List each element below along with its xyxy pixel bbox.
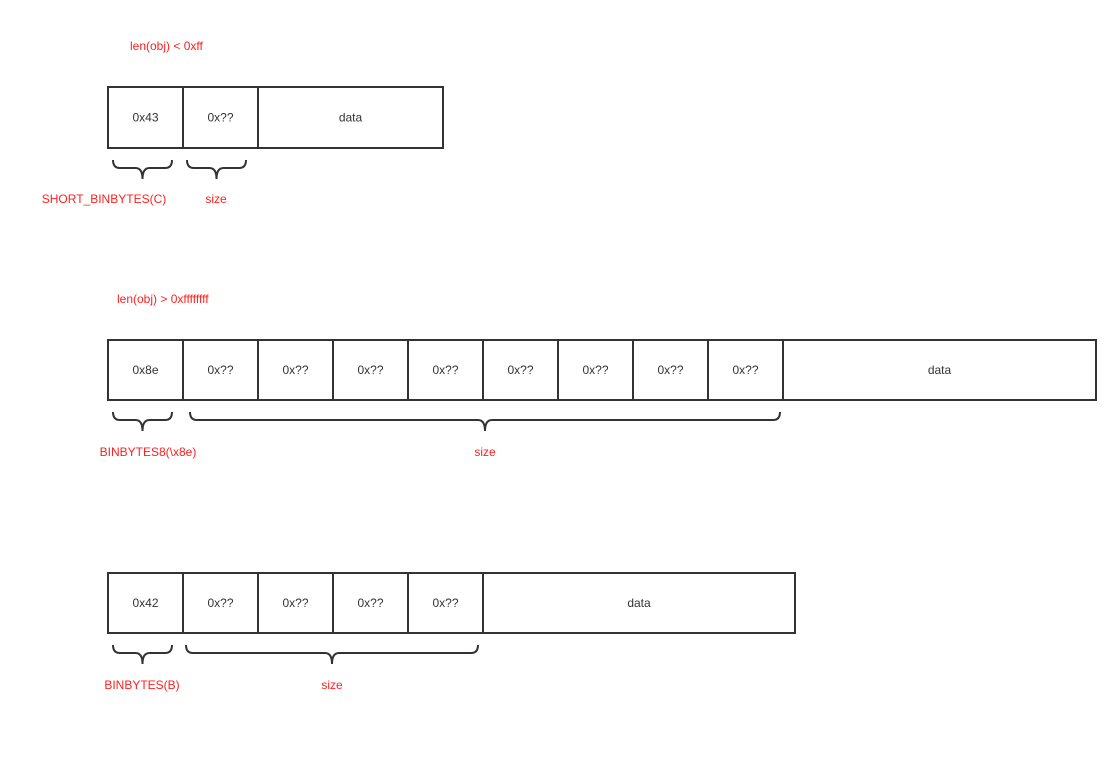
brace-label: size bbox=[205, 192, 227, 206]
curly-brace-icon bbox=[189, 411, 781, 432]
size-byte-cell: 0x?? bbox=[257, 339, 334, 401]
size-byte-cell: 0x?? bbox=[482, 339, 559, 401]
curly-brace-icon bbox=[185, 644, 479, 665]
binbytes-diagram-1: len(obj) < 0xff 0x43 0x?? data SHORT_BINBYTE… bbox=[42, 39, 444, 206]
cell-label: data bbox=[339, 111, 363, 125]
cell-box bbox=[407, 339, 484, 401]
cell-label: 0x?? bbox=[357, 363, 383, 377]
cell-box bbox=[707, 339, 784, 401]
size-byte-cell: 0x?? bbox=[557, 339, 634, 401]
cell-box bbox=[482, 572, 796, 634]
cell-box bbox=[257, 572, 334, 634]
cell-label: 0x?? bbox=[432, 596, 458, 610]
cell-box bbox=[257, 86, 444, 149]
opcode-cell: 0x42 bbox=[107, 572, 184, 634]
data-cell: data bbox=[257, 86, 444, 149]
data-cell: data bbox=[482, 572, 796, 634]
curly-brace-icon bbox=[112, 159, 173, 180]
cell-label: 0x?? bbox=[657, 363, 683, 377]
curly-brace-icon bbox=[186, 159, 247, 180]
size-byte-cell: 0x?? bbox=[332, 572, 409, 634]
cell-label: 0x8e bbox=[132, 363, 158, 377]
cell-box bbox=[482, 339, 559, 401]
brace-label: BINBYTES8(\x8e) bbox=[100, 445, 197, 459]
condition-label: len(obj) > 0xffffffff bbox=[117, 292, 209, 306]
curly-brace-icon bbox=[112, 411, 173, 432]
size-byte-cell: 0x?? bbox=[182, 339, 259, 401]
cell-label: 0x?? bbox=[507, 363, 533, 377]
size-byte-cell: 0x?? bbox=[707, 339, 784, 401]
cell-label: 0x?? bbox=[207, 596, 233, 610]
curly-brace-icon bbox=[112, 644, 173, 665]
cell-label: 0x?? bbox=[732, 363, 758, 377]
size-byte-cell: 0x?? bbox=[407, 339, 484, 401]
brace-label: size bbox=[474, 445, 496, 459]
cell-label: 0x?? bbox=[357, 596, 383, 610]
size-byte-cell: 0x?? bbox=[182, 572, 259, 634]
cell-label: 0x?? bbox=[207, 111, 233, 125]
cell-box bbox=[182, 339, 259, 401]
cell-box bbox=[332, 572, 409, 634]
size-byte-cell: 0x?? bbox=[182, 86, 259, 149]
brace-label: BINBYTES(B) bbox=[104, 678, 179, 692]
cell-label: 0x?? bbox=[432, 363, 458, 377]
size-byte-cell: 0x?? bbox=[332, 339, 409, 401]
size-byte-cell: 0x?? bbox=[407, 572, 484, 634]
cell-label: data bbox=[627, 596, 651, 610]
brace-label: size bbox=[321, 678, 343, 692]
data-cell: data bbox=[782, 339, 1097, 401]
cell-box bbox=[782, 339, 1097, 401]
size-byte-cell: 0x?? bbox=[257, 572, 334, 634]
cell-label: 0x43 bbox=[132, 111, 158, 125]
cell-box bbox=[332, 339, 409, 401]
cell-label: 0x?? bbox=[282, 363, 308, 377]
cell-label: 0x42 bbox=[132, 596, 158, 610]
cell-label: 0x?? bbox=[282, 596, 308, 610]
condition-label: len(obj) < 0xff bbox=[130, 39, 203, 53]
cell-box bbox=[182, 86, 259, 149]
cell-box bbox=[107, 86, 184, 149]
size-byte-cell: 0x?? bbox=[632, 339, 709, 401]
cell-label: 0x?? bbox=[582, 363, 608, 377]
cell-label: 0x?? bbox=[207, 363, 233, 377]
binbytes-diagram-3: 0x42 0x?? 0x?? 0x?? 0x?? data BINBYTES(B) size bbox=[104, 572, 796, 692]
cell-box bbox=[107, 572, 184, 634]
brace-label: SHORT_BINBYTES(C) bbox=[42, 192, 166, 206]
cell-box bbox=[557, 339, 634, 401]
binbytes-diagram-2: len(obj) > 0xffffffff 0x8e 0x?? 0x?? 0x?? 0x?… bbox=[100, 292, 1097, 459]
cell-box bbox=[257, 339, 334, 401]
opcode-cell: 0x43 bbox=[107, 86, 184, 149]
opcode-cell: 0x8e bbox=[107, 339, 184, 401]
cell-label: data bbox=[928, 363, 952, 377]
